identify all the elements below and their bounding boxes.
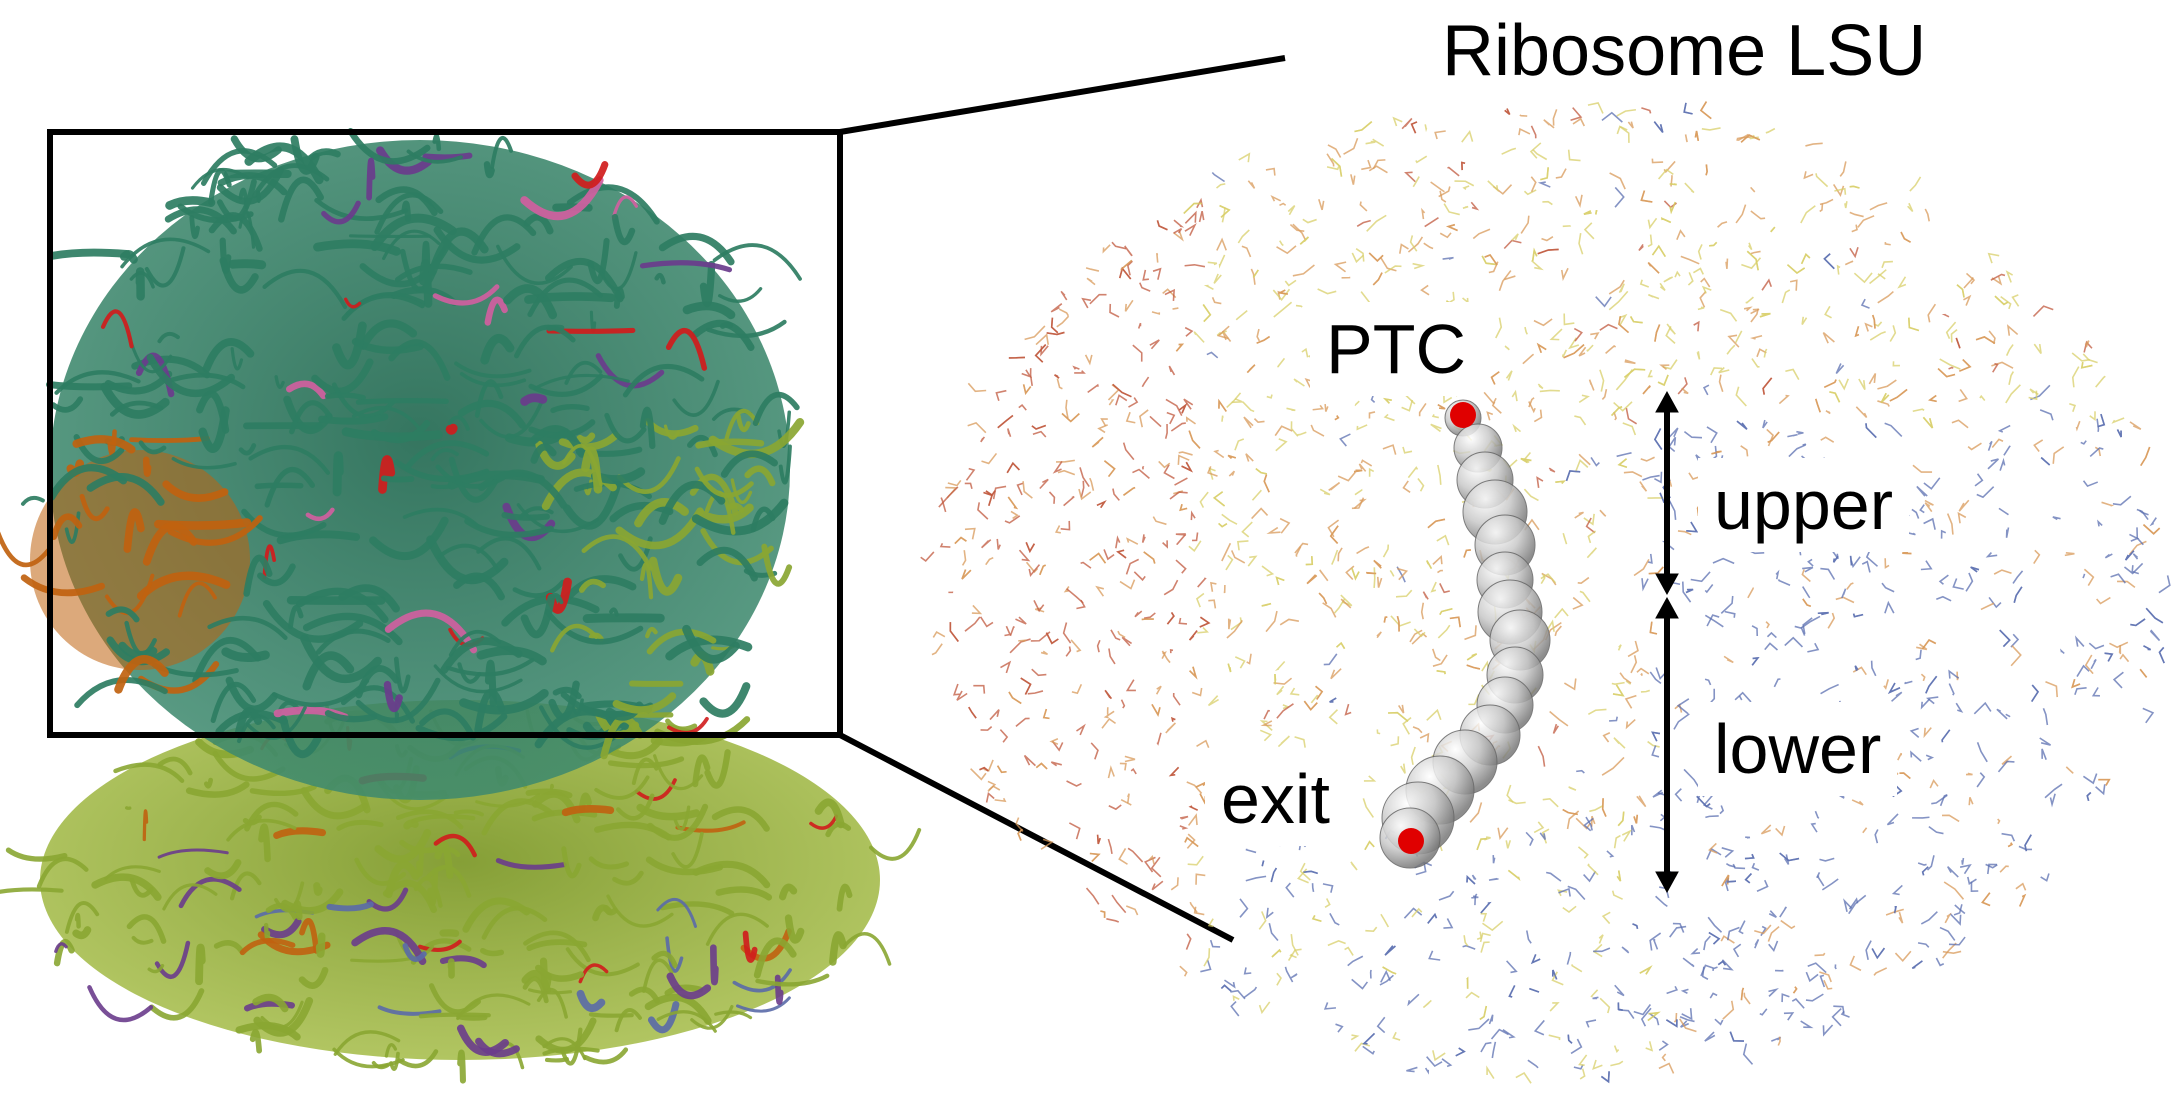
zoom-line-bottom: [838, 732, 1235, 943]
lower-arrow: [1655, 596, 1679, 894]
large-subunit-cartoon: [0, 128, 805, 800]
zoom-box: [47, 129, 843, 738]
ribosome-cartoon: [0, 128, 922, 1084]
exit-marker: [1398, 828, 1424, 854]
upper-label: upper: [1698, 458, 1910, 552]
zoom-line-top: [839, 55, 1286, 135]
ptc-label: PTC: [1310, 302, 1482, 396]
ptc-marker: [1450, 402, 1476, 428]
lower-label: lower: [1698, 702, 1898, 796]
lsu-wireframe: [920, 101, 2171, 1084]
figure-title: Ribosome LSU: [1442, 11, 1927, 91]
exit-label: exit: [1205, 752, 1346, 846]
upper-arrow: [1655, 390, 1679, 596]
exit-tunnel: [1379, 399, 1551, 869]
